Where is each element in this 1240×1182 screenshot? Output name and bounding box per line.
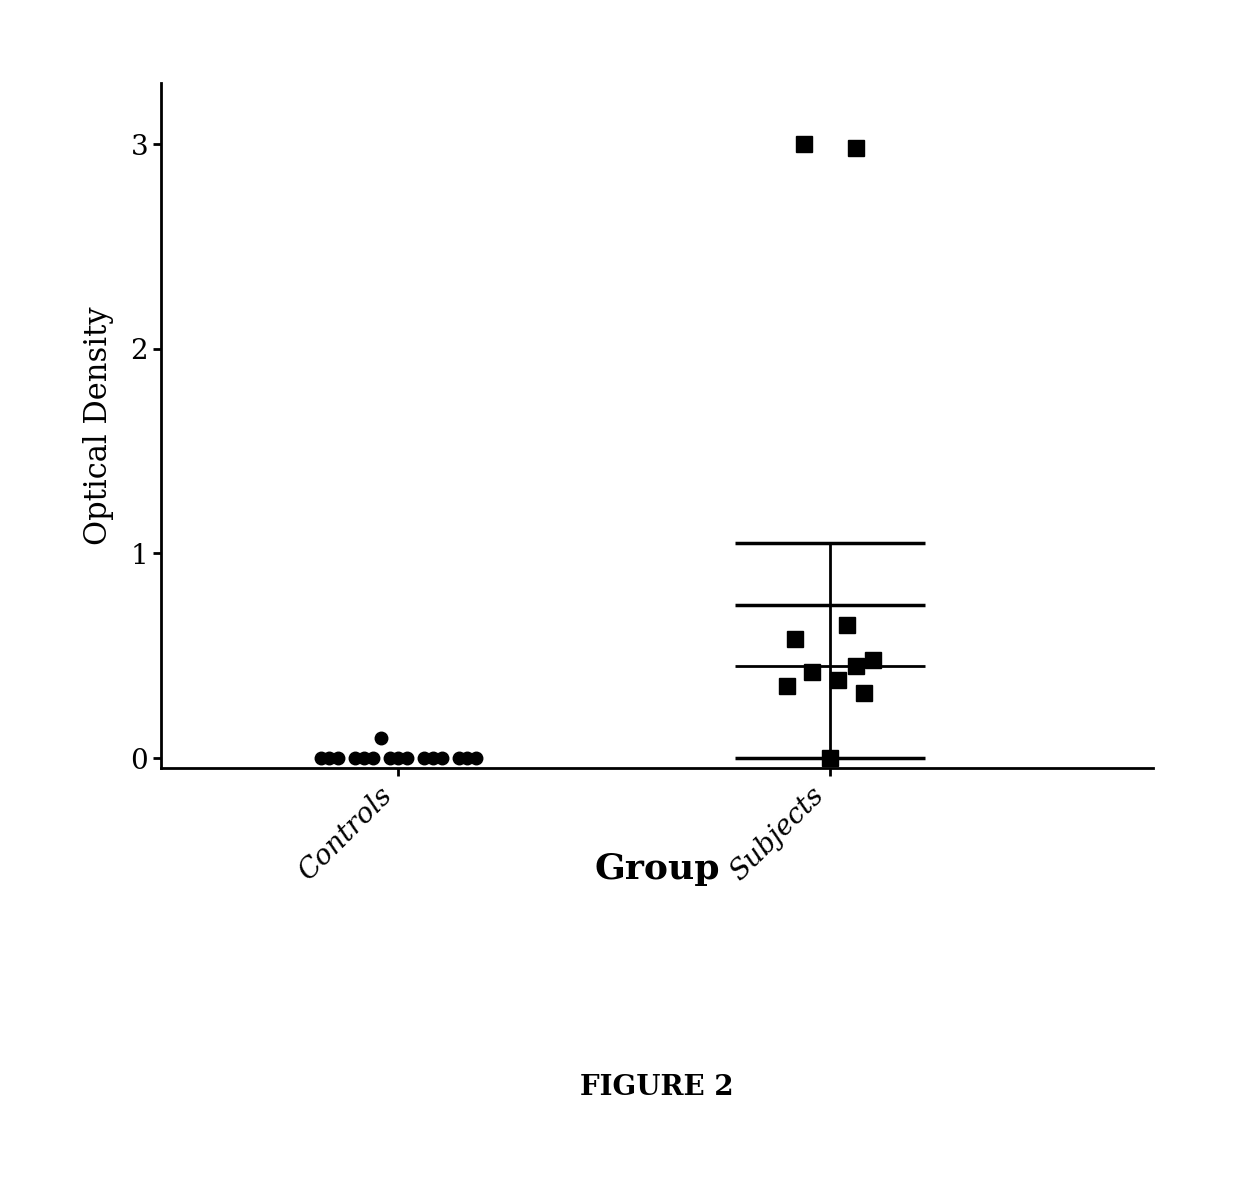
Text: Group: Group xyxy=(594,852,720,885)
Text: FIGURE 2: FIGURE 2 xyxy=(580,1074,734,1100)
Y-axis label: Optical Density: Optical Density xyxy=(83,306,114,545)
